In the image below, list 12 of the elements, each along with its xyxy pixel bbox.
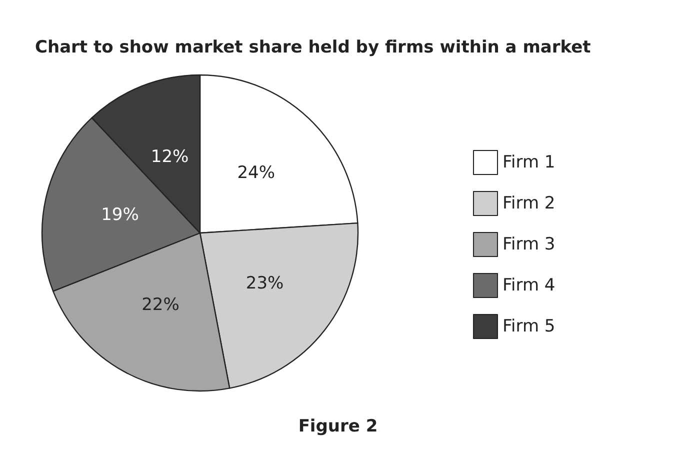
caption: Figure 2 <box>298 416 378 436</box>
legend-label: Firm 5 <box>502 316 556 336</box>
legend-label: Firm 3 <box>502 234 556 254</box>
data-label: 22% <box>142 294 180 315</box>
legend-label: Firm 2 <box>502 194 556 214</box>
data-label: 24% <box>237 163 276 184</box>
legend-label: Firm 4 <box>502 276 556 296</box>
chart-title: Chart to show market share held by firms within a market <box>35 38 591 58</box>
data-label: 12% <box>150 146 189 167</box>
legend-label: Firm 1 <box>502 152 556 172</box>
data-label: 23% <box>246 273 284 294</box>
data-label: 19% <box>101 205 139 226</box>
